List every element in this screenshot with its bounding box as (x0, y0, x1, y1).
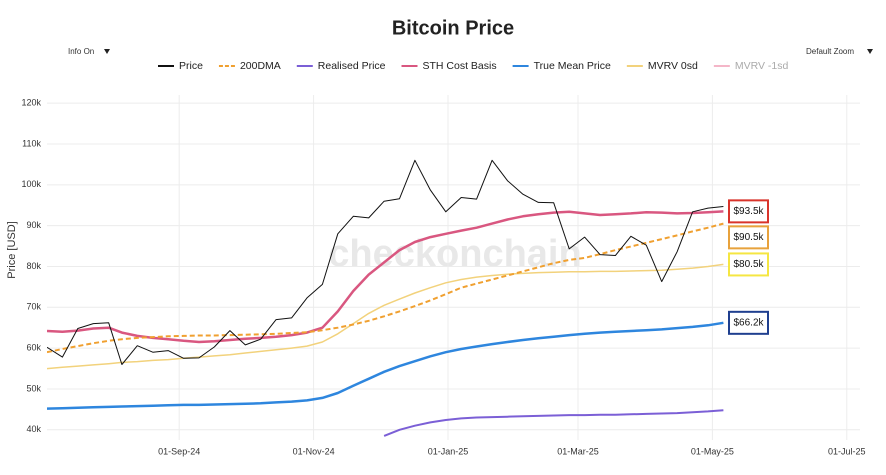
value-label-box (728, 199, 769, 224)
value-label-box (728, 225, 769, 250)
series-line (47, 263, 724, 370)
y-tick-label: 120k (21, 98, 41, 108)
legend-label[interactable]: MVRV 0sd (648, 60, 698, 72)
legend-label[interactable]: 200DMA (240, 60, 281, 72)
x-tick-label: 01-Jul-25 (828, 446, 866, 456)
legend-label[interactable]: Realised Price (318, 60, 386, 72)
legend-label[interactable]: MVRV -1sd (735, 60, 789, 72)
watermark: checkonchain (328, 233, 581, 275)
series-line (47, 159, 724, 365)
x-tick-label: 01-Mar-25 (557, 446, 599, 456)
zoom-toggle[interactable]: Default Zoom (806, 47, 873, 56)
value-label: $90.5k (733, 232, 764, 243)
y-tick-label: 60k (26, 343, 41, 353)
series-line (47, 222, 724, 354)
legend-label[interactable]: STH Cost Basis (423, 60, 497, 72)
legend: Price 200DMA Realised Price STH Cost Basis T… (158, 60, 788, 72)
grid (47, 95, 860, 440)
y-tick-label: 40k (26, 424, 41, 434)
y-tick-label: 50k (26, 383, 41, 393)
value-label: $93.5k (733, 206, 764, 217)
y-tick-label: 90k (26, 220, 41, 230)
info-toggle-label[interactable]: Info On (68, 47, 94, 56)
x-tick-label: 01-Nov-24 (293, 446, 335, 456)
x-tick-label: 01-Sep-24 (158, 446, 200, 456)
x-tick-label: 01-Jan-25 (428, 446, 469, 456)
value-label: $66.2k (733, 317, 764, 328)
info-toggle[interactable]: Info On (68, 47, 110, 56)
value-label-box (728, 252, 769, 277)
value-label: $80.5k (733, 259, 764, 270)
series-line (47, 321, 724, 410)
chart-title: Bitcoin Price (392, 17, 514, 39)
zoom-toggle-label[interactable]: Default Zoom (806, 47, 854, 56)
series-line (383, 409, 724, 437)
y-tick-label: 100k (21, 179, 41, 189)
y-axis-label: Price [USD] (6, 221, 18, 278)
dropdown-arrow[interactable] (104, 49, 110, 54)
dropdown-arrow[interactable] (867, 49, 873, 54)
y-tick-label: 70k (26, 302, 41, 312)
plot-area (47, 159, 724, 437)
series-line (47, 210, 724, 344)
legend-label[interactable]: True Mean Price (534, 60, 611, 72)
y-tick-label: 110k (22, 138, 41, 148)
x-tick-label: 01-May-25 (691, 446, 734, 456)
legend-label[interactable]: Price (179, 60, 203, 72)
y-tick-label: 80k (26, 261, 41, 271)
value-label-box (728, 310, 769, 335)
